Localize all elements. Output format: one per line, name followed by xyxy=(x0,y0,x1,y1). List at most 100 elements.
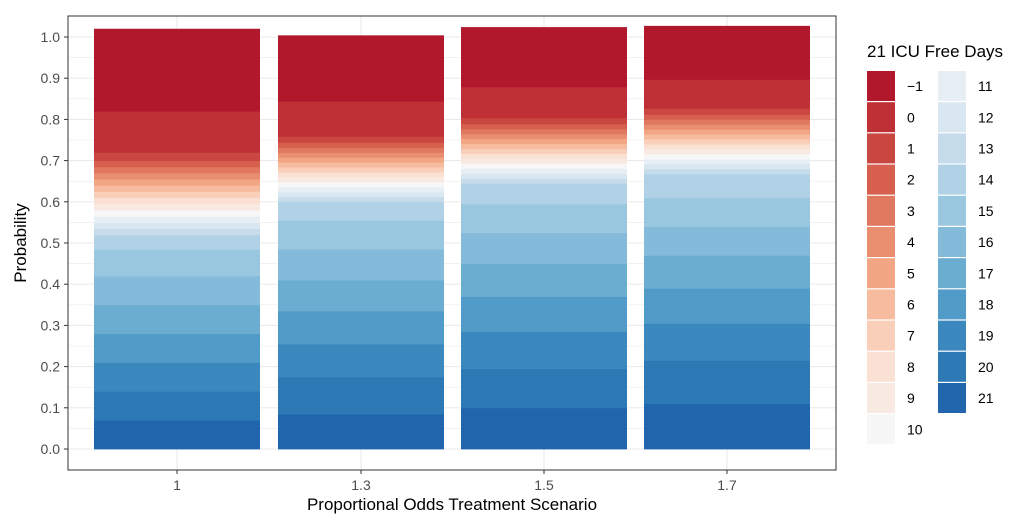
legend-label: 5 xyxy=(907,265,915,281)
bar-segment-1-6 xyxy=(94,185,260,192)
bar-segment-1-5-9 xyxy=(461,158,627,164)
y-tick-label: 0.6 xyxy=(41,194,61,210)
bar-segment-1-3-0 xyxy=(278,101,444,137)
legend-label: 9 xyxy=(907,390,915,406)
legend-key xyxy=(938,289,966,320)
bar-segment-1-5-20 xyxy=(461,368,627,409)
bar-segment-1-7-9 xyxy=(644,149,810,155)
legend-key xyxy=(867,383,895,413)
legend-label: 6 xyxy=(907,297,915,313)
bar-segment-1-5-6 xyxy=(461,143,627,150)
bar-segment-1-3-19 xyxy=(278,343,444,378)
bar-segment-1-16 xyxy=(94,275,260,306)
x-tick-label: 1.3 xyxy=(351,477,371,493)
bar-segment-1-7-20 xyxy=(644,360,810,405)
y-tick-label: 0.7 xyxy=(41,153,61,169)
bar-segment-1-2 xyxy=(94,160,260,168)
bar-segment-1-5-16 xyxy=(461,232,627,264)
bar-segment-1-3-4 xyxy=(278,152,444,158)
legend-label: 21 xyxy=(978,390,994,406)
x-axis: 1 1.3 1.5 1.7 xyxy=(173,470,737,493)
legend-key xyxy=(938,195,966,226)
legend-label: −1 xyxy=(907,78,923,94)
legend-label: 20 xyxy=(978,359,994,375)
bar-segment-1-7-6 xyxy=(644,134,810,140)
bar-segment-1-3-11 xyxy=(278,186,444,193)
legend-key xyxy=(867,414,895,445)
legend-key xyxy=(938,164,966,195)
bar-segment-1-7-18 xyxy=(644,288,810,324)
bar-segment-1-5-2 xyxy=(461,123,627,130)
bar-segment-1-3-21 xyxy=(278,413,444,450)
bars xyxy=(94,25,810,450)
bar-segment-1-1 xyxy=(94,152,260,161)
bar-segment-1-7-0 xyxy=(644,79,810,109)
y-axis: 0.0 0.1 0.2 0.3 0.4 0.5 0.6 0.7 0.8 0.9 1.0 xyxy=(41,29,68,457)
bar-segment-1-7-5 xyxy=(644,129,810,135)
bar-segment-1-neg1 xyxy=(94,28,260,112)
bar-segment-1-7-3 xyxy=(644,119,810,125)
bar-segment-1-5-1 xyxy=(461,117,627,125)
bar-segment-1-7-17 xyxy=(644,255,810,289)
legend-key xyxy=(867,195,895,226)
bar-segment-1-4 xyxy=(94,172,260,180)
y-tick-label: 0.4 xyxy=(41,276,61,292)
bar-segment-1-3-15 xyxy=(278,220,444,250)
bar-segment-1-7-4 xyxy=(644,124,810,130)
bar-segment-1-3-7 xyxy=(278,167,444,173)
bar-segment-1-3-13 xyxy=(278,196,444,203)
bar-segment-1-5-7 xyxy=(461,148,627,154)
legend-key xyxy=(867,320,895,351)
bar-segment-1-7-2 xyxy=(644,114,810,120)
bar-segment-1-0 xyxy=(94,111,260,153)
legend-title: 21 ICU Free Days xyxy=(867,42,1003,61)
bar-segment-1-5-14 xyxy=(461,183,627,205)
legend-key xyxy=(938,102,966,133)
bar-segment-1-3-12 xyxy=(278,191,444,198)
bar-segment-1-3-14 xyxy=(278,201,444,221)
legend-key xyxy=(938,320,966,351)
bar-segment-1-3-18 xyxy=(278,310,444,345)
y-tick-label: 1.0 xyxy=(41,29,61,45)
legend-label: 19 xyxy=(978,328,994,344)
legend-key xyxy=(867,164,895,195)
bar-segment-1-9 xyxy=(94,203,260,211)
y-tick-label: 0.2 xyxy=(41,359,61,375)
bar-segment-1-10 xyxy=(94,210,260,217)
bar-segment-1-18 xyxy=(94,333,260,363)
bar-segment-1-7-11 xyxy=(644,158,810,165)
bar-segment-1-3-8 xyxy=(278,172,444,178)
legend-key xyxy=(938,133,966,164)
legend-label: 10 xyxy=(907,421,923,437)
bar-segment-1-7-13 xyxy=(644,168,810,175)
bar-segment-1-3-16 xyxy=(278,249,444,281)
legend-key xyxy=(867,227,895,257)
bar-segment-1-5-11 xyxy=(461,168,627,174)
bar-segment-1-15 xyxy=(94,249,260,277)
bar-segment-1-5-17 xyxy=(461,263,627,297)
legend-label: 15 xyxy=(978,203,994,219)
bar-segment-1-11 xyxy=(94,216,260,223)
bar-segment-1-5-neg1 xyxy=(461,27,627,88)
legend-label: 18 xyxy=(978,297,994,313)
x-axis-title: Proportional Odds Treatment Scenario xyxy=(307,495,597,514)
x-tick-label: 1.5 xyxy=(534,477,554,493)
bar-segment-1-5-3 xyxy=(461,128,627,135)
legend-label: 3 xyxy=(907,203,915,219)
bar-segment-1-3-2 xyxy=(278,142,444,148)
y-tick-label: 0.9 xyxy=(41,70,61,86)
bar-segment-1-8 xyxy=(94,197,260,205)
x-tick-label: 1 xyxy=(173,477,181,493)
legend-key xyxy=(938,351,966,382)
bar-segment-1-7 xyxy=(94,191,260,199)
bar-segment-1-5 xyxy=(94,179,260,186)
bar-segment-1-7-14 xyxy=(644,173,810,199)
bar-segment-1-5-5 xyxy=(461,138,627,145)
legend-key xyxy=(867,133,895,164)
legend-label: 0 xyxy=(907,109,915,125)
bar-segment-1-7-8 xyxy=(644,144,810,150)
bar-segment-1-19 xyxy=(94,362,260,392)
bar-segment-1-13 xyxy=(94,228,260,236)
y-tick-label: 0.1 xyxy=(41,400,61,416)
bar-segment-1-3-20 xyxy=(278,376,444,415)
